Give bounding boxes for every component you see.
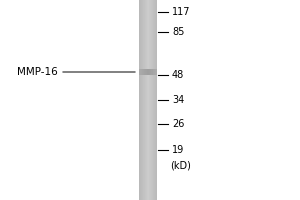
Text: 48: 48 [172,70,184,80]
Text: (kD): (kD) [170,160,191,170]
Text: 34: 34 [172,95,184,105]
Text: 26: 26 [172,119,184,129]
Text: 117: 117 [172,7,190,17]
Text: MMP-16: MMP-16 [17,67,58,77]
Text: 19: 19 [172,145,184,155]
Text: 85: 85 [172,27,184,37]
